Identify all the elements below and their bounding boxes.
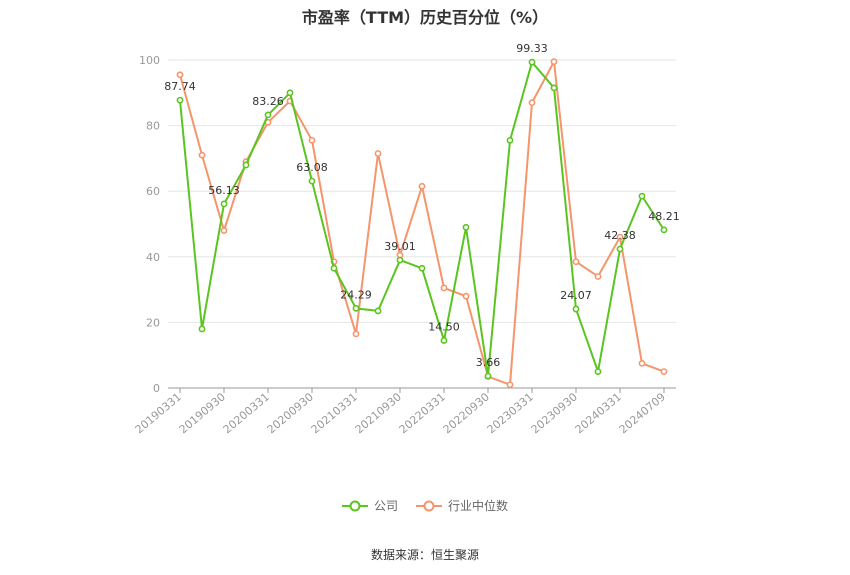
series-line-0 bbox=[179, 61, 665, 377]
series-line-1 bbox=[179, 60, 665, 386]
data-point-0 bbox=[330, 264, 338, 272]
legend-item-industry-median[interactable]: 行业中位数 bbox=[416, 497, 508, 514]
y-tick-label: 40 bbox=[146, 251, 160, 264]
x-tick-label: 20220331 bbox=[397, 390, 448, 436]
data-point-0 bbox=[616, 245, 624, 253]
data-label: 39.01 bbox=[384, 240, 416, 253]
legend-item-company[interactable]: 公司 bbox=[341, 497, 398, 514]
y-tick-label: 0 bbox=[153, 382, 160, 395]
data-label: 87.74 bbox=[164, 80, 196, 93]
chart-title: 市盈率（TTM）历史百分位（%） bbox=[301, 8, 549, 27]
data-point-0 bbox=[242, 161, 250, 169]
data-point-0 bbox=[220, 200, 228, 208]
data-point-1 bbox=[594, 273, 602, 280]
data-point-1 bbox=[506, 381, 514, 389]
data-point-0 bbox=[660, 226, 668, 234]
data-point-1 bbox=[616, 233, 624, 241]
data-label: 42.38 bbox=[604, 229, 636, 242]
y-tick-label: 80 bbox=[146, 120, 160, 133]
legend-company-icon bbox=[341, 500, 368, 511]
x-tick-label: 20200331 bbox=[221, 390, 272, 436]
data-point-0 bbox=[418, 264, 426, 272]
data-point-1 bbox=[440, 284, 448, 292]
legend-industry-label: 行业中位数 bbox=[448, 499, 509, 513]
x-tick-label: 20240331 bbox=[573, 390, 624, 436]
data-point-0 bbox=[528, 58, 536, 66]
data-point-0 bbox=[462, 223, 470, 231]
x-tick-label: 20210331 bbox=[309, 390, 360, 436]
source-note: 数据来源：恒生聚源 bbox=[370, 548, 479, 562]
data-label: 56.13 bbox=[208, 184, 240, 197]
x-tick-label: 20220930 bbox=[441, 390, 492, 436]
data-label: 14.50 bbox=[428, 320, 460, 333]
data-point-0 bbox=[352, 304, 360, 312]
data-point-0 bbox=[638, 192, 646, 200]
data-point-0 bbox=[374, 307, 382, 315]
data-point-0 bbox=[176, 96, 184, 104]
x-tick-label: 20200930 bbox=[265, 390, 316, 436]
data-point-0 bbox=[264, 111, 272, 119]
y-tick-label: 60 bbox=[146, 185, 160, 198]
data-label: 63.08 bbox=[296, 161, 328, 174]
data-point-1 bbox=[638, 359, 646, 367]
data-point-0 bbox=[572, 305, 580, 313]
data-point-1 bbox=[660, 368, 668, 375]
data-label: 83.26 bbox=[252, 95, 284, 108]
data-point-0 bbox=[308, 177, 316, 185]
x-tick-label: 20190331 bbox=[133, 390, 184, 436]
data-point-0 bbox=[550, 84, 558, 92]
data-point-1 bbox=[418, 182, 426, 190]
data-label: 24.29 bbox=[340, 288, 372, 301]
data-point-0 bbox=[484, 372, 492, 380]
data-point-0 bbox=[198, 325, 206, 333]
data-point-1 bbox=[374, 150, 382, 157]
x-tick-label: 20210930 bbox=[353, 390, 404, 436]
data-point-1 bbox=[572, 258, 580, 266]
data-point-1 bbox=[528, 99, 536, 107]
x-tick-label: 20230930 bbox=[529, 390, 580, 436]
data-point-1 bbox=[220, 227, 228, 234]
data-point-1 bbox=[198, 151, 206, 159]
x-tick-label: 20190930 bbox=[177, 390, 228, 436]
data-label: 99.33 bbox=[516, 42, 548, 55]
data-point-1 bbox=[308, 136, 316, 144]
data-point-1 bbox=[550, 58, 558, 66]
legend-company-label: 公司 bbox=[373, 499, 398, 513]
data-label: 3.66 bbox=[476, 356, 501, 369]
chart-legend: 公司 行业中位数 bbox=[0, 497, 850, 514]
y-tick-label: 100 bbox=[139, 54, 160, 67]
data-point-1 bbox=[352, 330, 360, 338]
data-point-1 bbox=[176, 71, 184, 79]
data-point-0 bbox=[286, 89, 294, 97]
x-tick-label: 20240709 bbox=[617, 390, 668, 436]
data-point-0 bbox=[396, 256, 404, 264]
data-point-0 bbox=[594, 368, 602, 375]
data-label: 24.07 bbox=[560, 289, 592, 302]
data-point-0 bbox=[506, 136, 514, 144]
data-point-1 bbox=[462, 292, 470, 300]
data-point-0 bbox=[440, 337, 448, 344]
x-tick-label: 20230331 bbox=[485, 390, 536, 436]
legend-industry-icon bbox=[416, 500, 442, 511]
data-label: 48.21 bbox=[648, 210, 680, 223]
y-tick-label: 20 bbox=[146, 316, 160, 329]
